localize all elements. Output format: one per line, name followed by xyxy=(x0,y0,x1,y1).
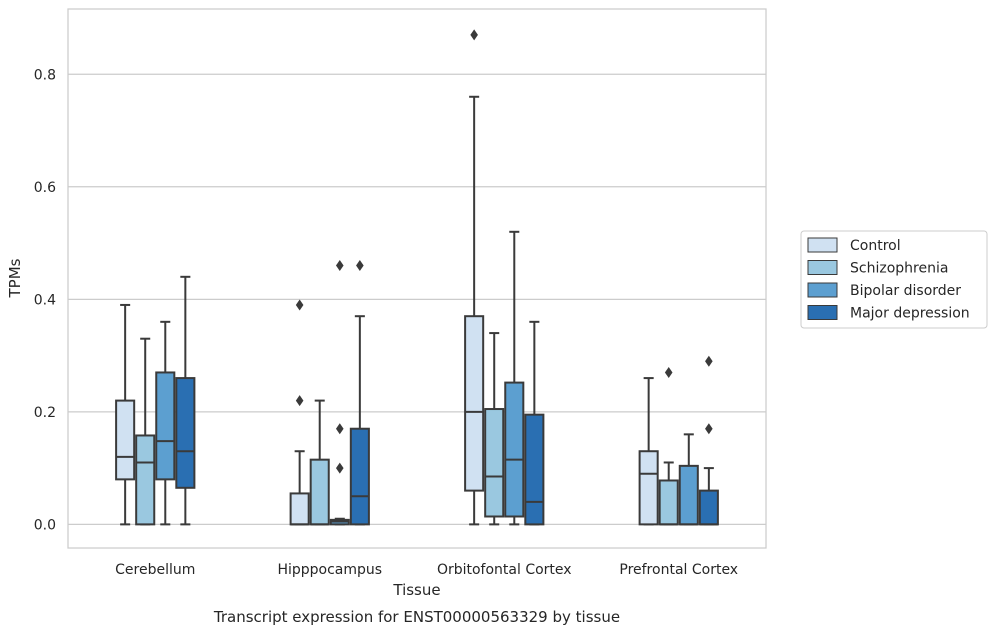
box-body xyxy=(175,377,196,489)
box-body xyxy=(678,464,699,526)
box-body xyxy=(504,381,525,518)
box-major-depression xyxy=(698,355,719,526)
outlier-point xyxy=(335,260,344,272)
legend-swatch xyxy=(807,237,838,253)
legend-swatch xyxy=(807,305,838,320)
box-body xyxy=(349,427,370,526)
box-body xyxy=(464,315,485,492)
outlier-point xyxy=(705,355,713,367)
box-body xyxy=(155,371,176,481)
legend: Control Schizophrenia Bipolar disorder Majo… xyxy=(800,230,988,329)
x-tick-label: Hipppocampus xyxy=(277,562,382,578)
box-bipolar-disorder xyxy=(678,433,699,526)
box-schizophrenia xyxy=(135,337,156,526)
box-control xyxy=(115,303,136,526)
box-body xyxy=(658,479,679,526)
y-tick-label: 0.8 xyxy=(34,67,56,83)
outlier-point xyxy=(335,462,344,474)
box-control xyxy=(289,299,310,526)
box-plot-series xyxy=(115,29,719,526)
outlier-point xyxy=(335,423,344,435)
y-tick-label: 0.2 xyxy=(34,405,56,421)
x-tick-label: Orbitofontal Cortex xyxy=(437,562,572,578)
legend-label: Bipolar disorder xyxy=(850,283,961,299)
box-bipolar-disorder xyxy=(329,260,350,526)
chart-caption: Transcript expression for ENST0000056332… xyxy=(213,608,620,626)
outlier-point xyxy=(664,366,673,378)
box-bipolar-disorder xyxy=(504,230,525,526)
y-tick-label: 0.6 xyxy=(34,180,56,196)
box-body xyxy=(135,434,156,526)
box-control xyxy=(638,377,659,526)
box-body xyxy=(309,458,330,526)
legend-swatch xyxy=(807,282,838,298)
y-tick-label: 0.0 xyxy=(34,517,56,533)
box-bipolar-disorder xyxy=(155,320,176,526)
box-body xyxy=(524,413,545,526)
x-tick-label: Cerebellum xyxy=(115,562,195,578)
box-schizophrenia xyxy=(658,366,679,526)
legend-label: Schizophrenia xyxy=(850,261,948,277)
legend-swatch xyxy=(807,260,838,275)
legend-frame xyxy=(800,230,988,329)
outlier-point xyxy=(295,299,304,311)
box-body xyxy=(698,489,719,526)
box-body xyxy=(638,450,659,526)
outlier-point xyxy=(356,260,364,272)
box-major-depression xyxy=(175,275,196,526)
plot-frame xyxy=(67,8,767,549)
x-axis: Cerebellum Hipppocampus Orbitofontal Corte… xyxy=(115,562,738,578)
box-body xyxy=(115,399,136,481)
box-body xyxy=(484,408,505,518)
x-axis-title: Tissue xyxy=(392,581,440,599)
outlier-point xyxy=(295,395,304,407)
box-major-depression xyxy=(524,320,545,526)
outlier-point xyxy=(705,423,713,435)
legend-label: Control xyxy=(850,238,901,254)
x-tick-label: Prefrontal Cortex xyxy=(619,562,738,578)
box-control xyxy=(464,29,485,526)
box-schizophrenia xyxy=(309,399,330,526)
y-axis: 0.0 0.2 0.4 0.6 0.8 xyxy=(34,67,56,533)
box-body xyxy=(289,492,310,526)
box-schizophrenia xyxy=(484,332,505,526)
outlier-point xyxy=(470,29,478,41)
y-tick-label: 0.4 xyxy=(34,292,56,308)
legend-label: Major depression xyxy=(850,306,970,322)
box-major-depression xyxy=(349,260,370,526)
y-axis-title: TPMs xyxy=(6,258,24,298)
